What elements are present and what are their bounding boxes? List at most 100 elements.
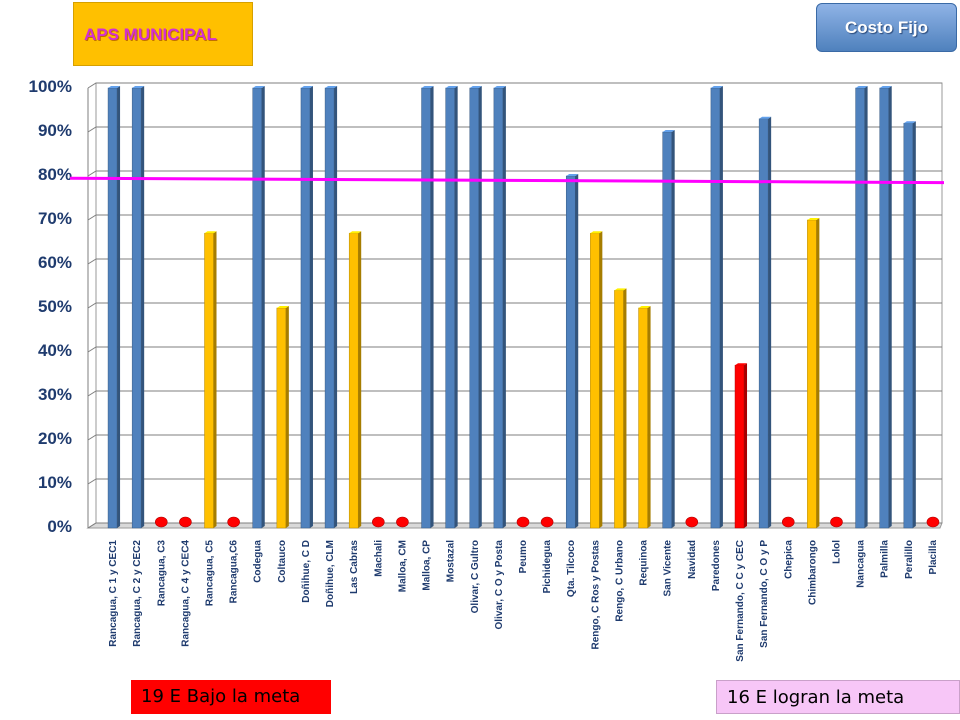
bar-top [614,288,627,291]
gridline [87,170,942,177]
bar [107,87,118,529]
x-tick-label: Rancagua, C3 [156,540,167,607]
bar-side [454,86,458,528]
bar-side [575,174,579,528]
zero-marker [781,516,795,528]
x-tick-label: San Vicente [663,540,674,597]
gridline [87,522,942,529]
bar-top [855,86,868,88]
zero-marker [372,516,385,528]
x-tick-label: Rancagua, C 2 y CEC2 [132,540,143,647]
zero-marker [179,516,192,528]
bar-top [132,86,145,88]
bar [421,87,431,529]
bar-side [117,86,121,528]
x-tick-label: Pichidegua [542,540,553,594]
bar-side [502,86,506,528]
x-tick-label: Rancagua,C6 [229,540,240,604]
bar [565,175,576,529]
bar [469,87,480,529]
bar-top [662,130,675,132]
bar-top [252,86,265,88]
x-tick-label: Nancagua [856,540,867,588]
bar-top [108,86,121,88]
bar [638,307,648,529]
bar-side [213,231,217,528]
zero-marker [227,516,240,528]
zero-marker [396,516,409,528]
title-label: APS MUNICIPAL [84,25,217,44]
gridline [87,302,942,309]
bar [614,290,624,529]
x-tick-label: Codegua [253,540,264,583]
x-tick-label: Paredones [711,540,722,592]
bar [131,87,142,529]
bar-side [285,306,289,528]
bar-side [141,86,145,528]
gridline [87,434,942,441]
x-tick-label: Chepica [783,540,794,579]
bar-top [638,306,651,308]
x-tick-label: San Fernando, C O y P [759,540,770,648]
gridline [87,82,942,89]
bar [493,87,504,529]
zero-marker [830,516,843,528]
bar-top [349,231,362,234]
y-tick-label: 60% [38,253,72,272]
x-tick-label: Requinoa [639,540,650,586]
bar [855,87,865,529]
zero-marker [154,516,168,528]
bar-side [912,121,916,528]
bar [807,219,817,529]
bar-chart: 0% 10% 20% 30% 40% 50% 60% 70% 80% 90% 100% Rancagu… [29,77,945,662]
bar-side [864,86,868,528]
bar-side [261,86,265,528]
bar-top [276,306,289,308]
x-tick-label: Placilla [928,540,939,575]
x-tick-label: Rancagua, C 1 y CEC1 [108,540,119,647]
below-goal-label: 19 E Bajo la meta [131,680,331,714]
x-tick-label: Rancagua, C 4 y CEC4 [180,540,191,647]
bar-side [647,306,651,528]
bar-top [493,86,506,88]
x-tick-label: Navidad [687,540,698,579]
goal-line [69,176,945,185]
bar-top [421,86,434,88]
y-tick-label: 70% [38,209,72,228]
bar-side [478,86,482,528]
bar-side [888,86,892,528]
x-tick-label: Las Cabras [349,540,360,594]
y-tick-label: 80% [38,165,72,184]
costo-fijo-button[interactable]: Costo Fijo [816,3,957,52]
x-tick-label: San Fernando, C C y CEC [735,540,746,662]
x-tick-label: Palmilla [880,540,891,578]
x-tick-label: Olivar, C Gultro [470,540,481,613]
y-tick-label: 100% [29,77,72,96]
bar-side [816,218,820,528]
gridline [87,346,942,353]
zero-marker [926,516,940,528]
y-tick-label: 30% [38,385,72,404]
gridline [87,214,942,221]
bar-top [903,121,916,124]
gridline [87,258,942,265]
bar-side [599,231,603,528]
x-tick-label: Lolol [831,540,842,564]
x-tick-label: Machali [373,540,384,577]
zero-marker [540,516,554,528]
title-box: APS MUNICIPAL [73,2,253,66]
x-tick-label: Rengo, C Urbano [614,540,625,622]
x-tick-label: Mostazal [446,540,457,582]
meet-goal-label: 16 E logran la meta [716,680,960,714]
bar [445,87,455,529]
gridline [87,478,942,485]
bar-side [334,86,338,528]
bar [300,87,311,529]
bar-top [300,86,313,88]
zero-marker [685,516,699,528]
x-tick-label: Peralillo [904,540,915,579]
bar [252,87,262,529]
x-tick-label: Olivar, C O y Posta [494,540,505,630]
bar [734,364,745,529]
bar-side [671,130,675,528]
